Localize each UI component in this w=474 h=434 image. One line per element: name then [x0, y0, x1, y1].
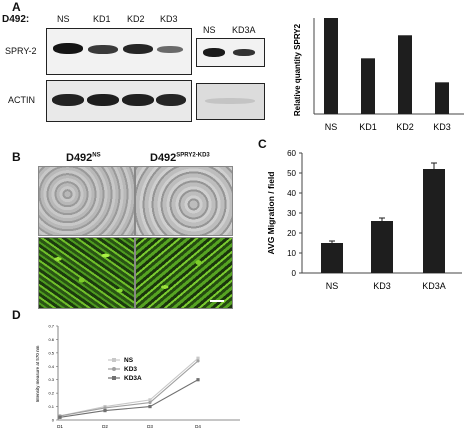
scale-bar — [210, 300, 224, 302]
micrograph-phase-ns — [38, 166, 135, 236]
migration-bar-kd3 — [371, 221, 393, 273]
migration-y-tick-label: 50 — [287, 169, 296, 178]
intensity-x-tick-label: D4 — [195, 424, 201, 429]
band-spry2-kd3 — [157, 46, 183, 53]
panel-label-d: D — [12, 308, 21, 322]
band-actin-ns — [52, 94, 84, 106]
band-spry2-kd1 — [88, 45, 118, 54]
band-spry2-right-kd3a — [233, 49, 255, 56]
lane-label-ns-right: NS — [203, 25, 216, 35]
panel-label-c: C — [258, 137, 267, 151]
migration-chart: AVG Migration / field 0 10 20 30 40 50 60 NS K… — [266, 149, 462, 291]
band-spry2-right-ns — [203, 48, 225, 57]
spry2-bar-ns — [324, 18, 338, 114]
micro-title-kd3: D492SPRY2-KD3 — [150, 152, 210, 164]
intensity-line-kd3a — [59, 379, 199, 418]
migration-chart-y-label: AVG Migration / field — [266, 172, 276, 255]
legend-label-ns: NS — [124, 357, 134, 364]
intensity-point-kd3 — [148, 400, 152, 405]
spry2-chart-y-label: Relative quantity SPRY2 — [293, 23, 302, 116]
micrograph-gfp-kd3 — [135, 237, 233, 309]
intensity-chart: Intensity measure at 570 nm 0 0.1 0.2 0.3 0.… — [35, 324, 240, 429]
lane-label-kd1: KD1 — [93, 14, 111, 24]
intensity-y-tick-label: 0.3 — [48, 377, 54, 382]
band-spry2-ns — [53, 43, 83, 54]
migration-bar-ns — [321, 243, 343, 273]
band-actin-kd1 — [87, 94, 119, 106]
spry2-x-tick-ns: NS — [325, 122, 338, 132]
intensity-point-ns — [196, 356, 200, 360]
spry2-x-tick-kd1: KD1 — [359, 122, 377, 132]
intensity-chart-y-label: Intensity measure at 570 nm — [35, 345, 40, 402]
intensity-x-tick-label: D2 — [102, 424, 108, 429]
band-actin-kd2 — [122, 94, 154, 106]
intensity-line-kd3 — [59, 360, 199, 417]
migration-bar-kd3a — [423, 169, 445, 273]
lane-label-kd2: KD2 — [127, 14, 145, 24]
lane-label-ns: NS — [57, 14, 70, 24]
blot-spry2-left — [46, 28, 192, 75]
lane-label-kd3a: KD3A — [232, 25, 256, 35]
spry2-x-tick-kd2: KD2 — [396, 122, 414, 132]
intensity-y-tick-label: 0.6 — [48, 337, 54, 342]
blot-cell-line-label: D492: — [2, 14, 30, 25]
spry2-quantity-chart: Relative quantity SPRY2 NS KD1 KD2 KD3 — [293, 18, 464, 132]
band-actin-right — [205, 98, 255, 104]
intensity-point-kd3 — [196, 359, 200, 363]
intensity-y-tick-label: 0.2 — [48, 391, 54, 396]
blot-spry2-right — [196, 38, 265, 67]
lane-label-kd3: KD3 — [160, 14, 178, 24]
migration-y-tick-label: 10 — [287, 249, 296, 258]
migration-y-tick-label: 40 — [287, 189, 296, 198]
intensity-y-tick-label: 0.1 — [48, 404, 54, 409]
migration-y-tick-label: 30 — [287, 209, 296, 218]
intensity-x-tick-label: D1 — [57, 424, 63, 429]
legend-label-kd3: KD3 — [124, 366, 137, 373]
migration-y-tick-label: 60 — [287, 149, 296, 158]
intensity-point-kd3a — [196, 378, 200, 382]
micrograph-gfp-ns — [38, 237, 135, 309]
intensity-y-tick-label: 0.4 — [48, 364, 54, 369]
intensity-point-kd3 — [103, 406, 107, 410]
blot-actin-right — [196, 83, 265, 120]
legend-marker-kd3a — [112, 376, 116, 380]
panel-label-b: B — [12, 150, 21, 164]
intensity-y-tick-label: 0 — [52, 418, 55, 423]
blot-row-label-spry2: SPRY-2 — [5, 46, 37, 56]
intensity-point-kd3a — [148, 404, 152, 409]
migration-x-tick-kd3: KD3 — [373, 281, 391, 291]
blot-row-label-actin: ACTIN — [8, 95, 35, 105]
spry2-bar-kd3 — [435, 82, 449, 114]
spry2-bar-kd2 — [398, 35, 412, 114]
intensity-y-tick-label: 0.7 — [48, 324, 54, 329]
intensity-line-ns — [59, 357, 199, 417]
migration-x-tick-ns: NS — [326, 281, 339, 291]
intensity-point-kd3a — [103, 409, 107, 413]
legend-label-kd3a: KD3A — [124, 375, 142, 382]
intensity-legend: NS KD3 KD3A — [108, 357, 142, 382]
migration-y-tick-label: 0 — [292, 269, 297, 278]
migration-y-tick-label: 20 — [287, 229, 296, 238]
migration-x-tick-kd3a: KD3A — [422, 281, 446, 291]
intensity-point-kd3a — [58, 415, 62, 419]
intensity-point-ns — [148, 398, 152, 402]
blot-actin-left — [46, 80, 192, 122]
micrograph-phase-kd3 — [135, 166, 233, 236]
legend-marker-kd3 — [112, 367, 116, 371]
intensity-y-tick-label: 0.5 — [48, 350, 54, 355]
micro-title-ns: D492NS — [66, 152, 101, 164]
spry2-bar-kd1 — [361, 58, 375, 114]
band-spry2-kd2 — [123, 44, 153, 54]
panel-label-a: A — [12, 0, 21, 14]
spry2-x-tick-kd3: KD3 — [433, 122, 451, 132]
band-actin-kd3 — [156, 94, 186, 106]
legend-marker-ns — [112, 358, 116, 362]
intensity-x-tick-label: D3 — [147, 424, 153, 429]
